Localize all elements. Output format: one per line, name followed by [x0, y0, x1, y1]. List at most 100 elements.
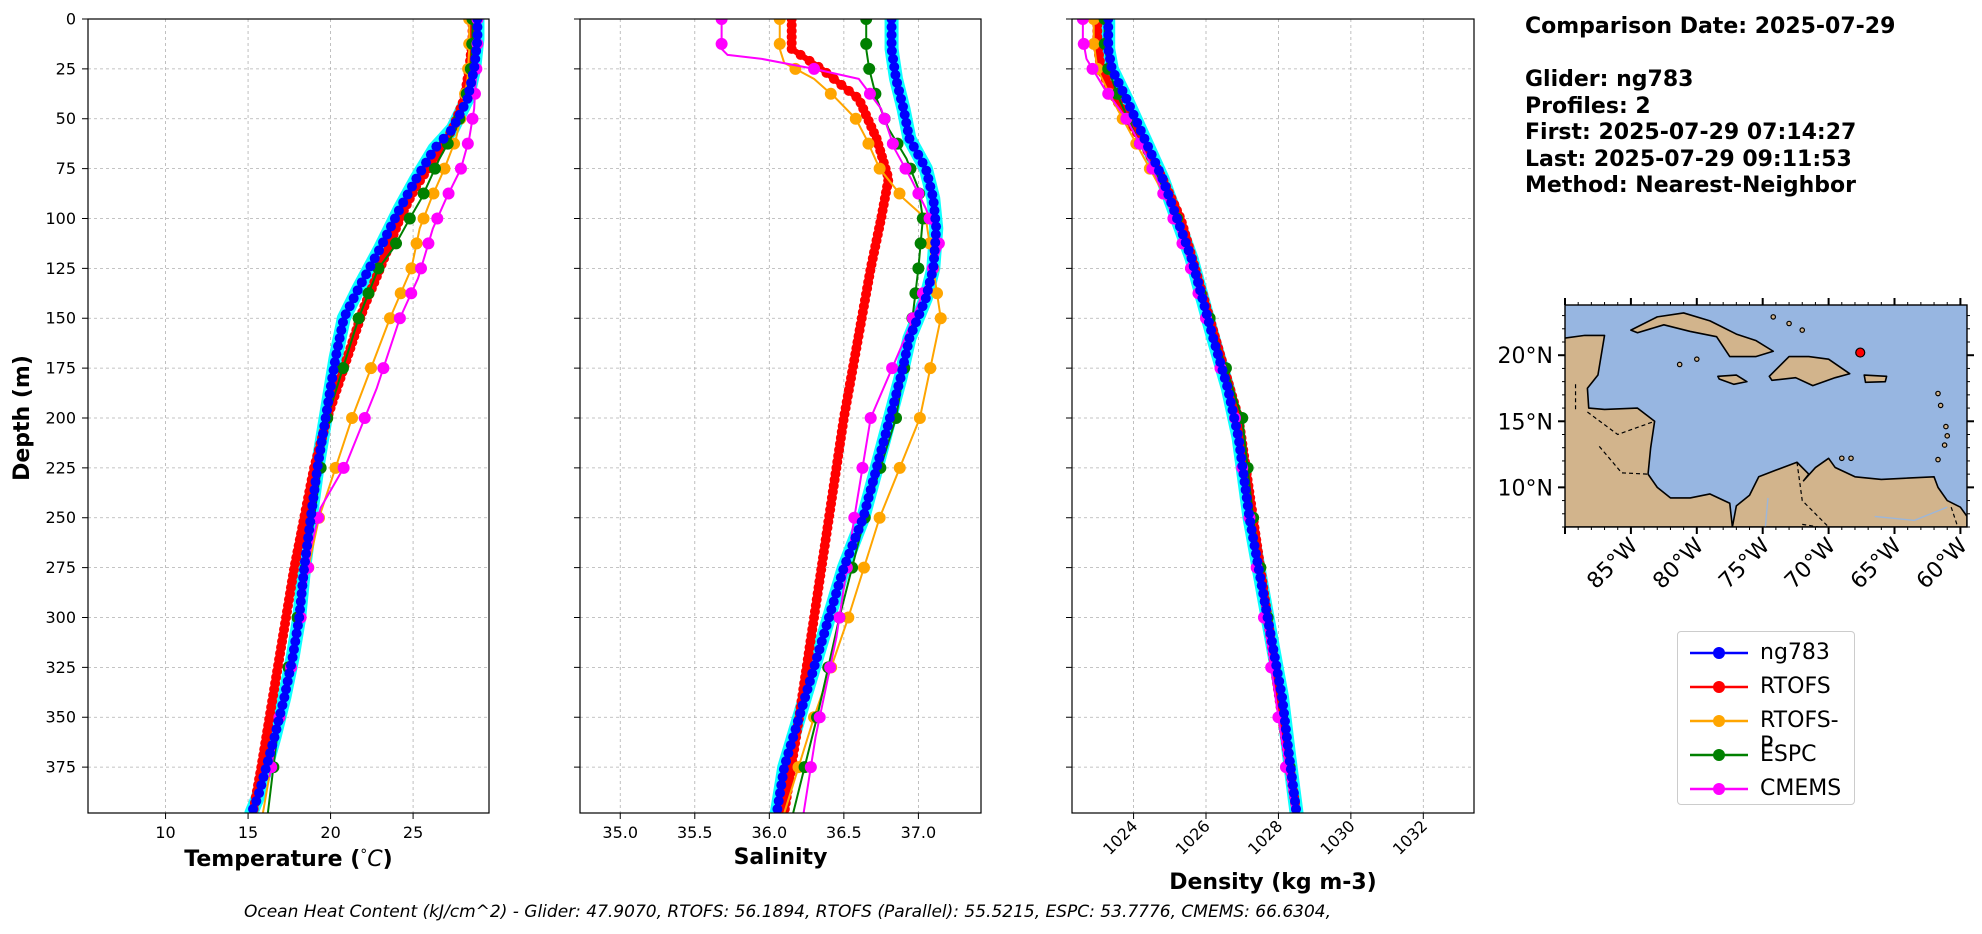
salinity-axes-frame — [579, 18, 982, 814]
data-point — [804, 761, 817, 774]
salinity-panel: 35.0 35.5 36.0 36.5 37.0 Salinity — [574, 18, 982, 870]
data-point — [930, 213, 941, 224]
data-point — [772, 804, 783, 813]
last-profile-time: Last: 2025-07-29 09:11:53 — [1525, 146, 1852, 172]
data-point — [296, 588, 307, 599]
data-point — [893, 187, 906, 200]
depth-axis-label: Depth (m) — [10, 355, 35, 481]
data-point — [304, 524, 315, 535]
data-point — [422, 237, 435, 250]
data-point — [329, 357, 340, 368]
profile-count: Profiles: 2 — [1525, 93, 1651, 119]
data-point — [1256, 580, 1267, 591]
data-point — [917, 157, 928, 168]
data-point — [398, 197, 409, 208]
ocean-heat-content-footer: Ocean Heat Content (kJ/cm^2) - Glider: 4… — [244, 902, 1331, 922]
data-point — [372, 262, 385, 275]
data-point — [833, 611, 846, 624]
y-tick-label: 275 — [45, 558, 76, 577]
data-point — [291, 628, 302, 639]
small-island — [1770, 314, 1777, 320]
data-point — [316, 436, 327, 447]
small-island — [1937, 402, 1944, 409]
data-point — [1105, 53, 1116, 64]
data-point — [931, 221, 942, 232]
data-point — [1128, 109, 1139, 120]
data-point — [812, 652, 823, 663]
x-tick-label: 20 — [320, 823, 340, 842]
data-point — [1132, 117, 1143, 128]
data-point — [297, 580, 308, 591]
data-point — [438, 133, 449, 144]
data-point — [365, 261, 376, 272]
x-tick-label: 25 — [403, 823, 423, 842]
data-point — [928, 261, 939, 272]
data-point — [269, 732, 280, 743]
data-point — [863, 492, 874, 503]
data-point — [922, 285, 933, 296]
data-point — [336, 325, 347, 336]
data-point — [1238, 468, 1249, 479]
x-tick-label: 1030 — [1316, 816, 1358, 858]
data-point — [925, 181, 936, 192]
data-point — [1281, 732, 1292, 743]
data-point — [773, 796, 784, 807]
data-point — [781, 756, 792, 767]
data-point — [828, 73, 839, 84]
data-point — [385, 221, 396, 232]
data-point — [1217, 365, 1228, 376]
legend-marker-icon — [1690, 681, 1748, 693]
data-point — [405, 287, 418, 300]
density-axis-label: Density (kg m-3) — [1169, 870, 1377, 895]
first-profile-time: First: 2025-07-29 07:14:27 — [1525, 120, 1857, 145]
data-point — [893, 381, 904, 392]
data-point — [861, 500, 872, 511]
data-point — [294, 612, 305, 623]
salinity-grid — [580, 18, 981, 813]
density-axes-frame — [1071, 18, 1475, 814]
location-map: 85°W 80°W 75°W 70°W 65°W 60°W 10°N 15°N 20°N — [1498, 298, 1974, 594]
data-point — [1109, 69, 1120, 80]
data-point — [1271, 660, 1282, 671]
temperature-axis-label: Temperature (°C) — [184, 847, 392, 872]
data-point — [1286, 772, 1297, 783]
data-point — [1265, 628, 1276, 639]
data-point — [1077, 37, 1090, 50]
x-tick-label: 1032 — [1389, 816, 1431, 858]
data-point — [321, 405, 332, 416]
data-point — [859, 508, 870, 519]
data-point — [1264, 620, 1275, 631]
data-point — [1166, 197, 1177, 208]
data-point — [1153, 165, 1164, 176]
data-point — [1272, 668, 1283, 679]
data-point — [886, 45, 897, 56]
data-point — [1103, 37, 1114, 48]
series-espc — [1098, 19, 1298, 813]
data-point — [816, 636, 827, 647]
y-tick-label: 325 — [45, 658, 76, 677]
series-cmems — [1076, 19, 1294, 813]
data-point — [912, 187, 925, 200]
data-point — [406, 181, 417, 192]
data-point — [788, 732, 799, 743]
data-point — [273, 716, 284, 727]
data-point — [809, 660, 820, 671]
data-point — [1103, 21, 1114, 32]
density-grid — [1072, 18, 1474, 813]
data-point — [271, 724, 282, 735]
interpolation-method: Method: Nearest-Neighbor — [1525, 173, 1856, 198]
data-point — [1229, 412, 1240, 423]
data-point — [860, 37, 873, 50]
data-point — [808, 62, 821, 75]
data-point — [393, 312, 406, 325]
data-point — [369, 253, 380, 264]
small-island — [1838, 455, 1845, 462]
data-point — [863, 87, 876, 100]
data-point — [1087, 37, 1100, 50]
y-tick-label: 300 — [45, 608, 76, 627]
data-point — [389, 213, 400, 224]
data-point — [795, 49, 806, 60]
series-rtofs — [1092, 19, 1301, 813]
data-point — [1241, 492, 1252, 503]
data-point — [310, 476, 321, 487]
